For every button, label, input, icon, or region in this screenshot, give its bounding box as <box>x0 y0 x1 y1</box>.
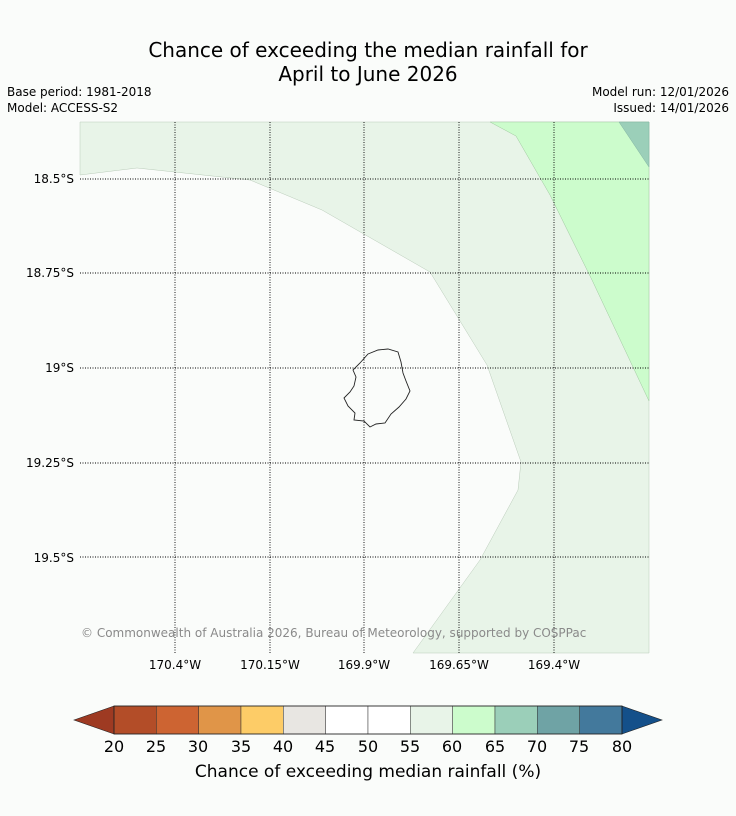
colorbar-cell <box>156 705 199 735</box>
meta-left: Base period: 1981-2018 Model: ACCESS-S2 <box>7 84 152 116</box>
colorbar-cell <box>325 705 369 735</box>
lon-label-5: 169.4°W <box>527 658 581 672</box>
colorbar-cell <box>113 705 157 735</box>
colorbar-cell <box>452 705 496 735</box>
lat-label-4: 19.25°S <box>26 456 74 470</box>
colorbar-cell <box>240 705 284 735</box>
colorbar-cell <box>198 705 242 735</box>
colorbar-tick: 25 <box>145 737 167 756</box>
colorbar-tick: 35 <box>230 737 252 756</box>
base-period: Base period: 1981-2018 <box>7 85 152 99</box>
colorbar-tick: 50 <box>357 737 379 756</box>
model-run: Model run: 12/01/2026 <box>591 85 729 99</box>
colorbar-tick: 70 <box>526 737 548 756</box>
colorbar-cell <box>494 705 538 735</box>
colorbar-over-arrow <box>621 705 663 735</box>
colorbar-tick: 30 <box>187 737 209 756</box>
lon-label-2: 170.15°W <box>240 658 300 672</box>
region-65-70 <box>618 121 650 168</box>
colorbar-cell <box>410 705 453 735</box>
colorbar-tick: 75 <box>568 737 590 756</box>
colorbar-cell <box>579 705 623 735</box>
colorbar-tick: 65 <box>484 737 506 756</box>
lon-gridlines <box>174 122 555 653</box>
colorbar-cells <box>113 705 623 735</box>
colorbar-tick: 80 <box>611 737 633 756</box>
colorbar-tick: 45 <box>314 737 336 756</box>
title-line-1: Chance of exceeding the median rainfall … <box>148 38 588 62</box>
colorbar <box>73 705 663 735</box>
colorbar-tick: 20 <box>103 737 125 756</box>
colorbar-under-arrow <box>73 705 115 735</box>
colorbar-tick: 55 <box>399 737 421 756</box>
colorbar-cell <box>283 705 326 735</box>
colorbar-label: Chance of exceeding median rainfall (%) <box>194 762 542 782</box>
colorbar-cell <box>367 705 411 735</box>
region-55-60 <box>79 121 650 654</box>
lat-label-3: 19°S <box>45 361 74 375</box>
colorbar-tick: 60 <box>441 737 463 756</box>
model-name: Model: ACCESS-S2 <box>7 101 119 115</box>
issued-date: Issued: 14/01/2026 <box>613 101 729 115</box>
lat-label-2: 18.75°S <box>26 266 74 280</box>
copyright-notice: © Commonwealth of Australia 2026, Bureau… <box>81 626 587 640</box>
island-outline <box>343 348 411 428</box>
title-line-2: April to June 2026 <box>278 62 458 86</box>
colorbar-tick: 40 <box>272 737 294 756</box>
lon-label-4: 169.65°W <box>429 658 489 672</box>
colorbar-frame <box>113 705 623 735</box>
lon-label-1: 170.4°W <box>148 658 202 672</box>
lat-label-1: 18.5°S <box>33 172 74 186</box>
map-title: Chance of exceeding the median rainfall … <box>0 38 736 86</box>
lon-label-3: 169.9°W <box>337 658 391 672</box>
colorbar-cell <box>537 705 580 735</box>
lat-label-5: 19.5°S <box>33 551 74 565</box>
meta-right: Model run: 12/01/2026 Issued: 14/01/2026 <box>592 84 729 116</box>
